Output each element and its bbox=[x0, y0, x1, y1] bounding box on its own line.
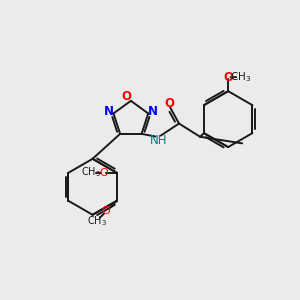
Text: NH: NH bbox=[150, 134, 167, 147]
Text: O: O bbox=[223, 71, 233, 84]
Text: N: N bbox=[104, 105, 114, 118]
Text: CH$_3$: CH$_3$ bbox=[81, 165, 101, 179]
Text: O: O bbox=[165, 97, 175, 110]
Text: O: O bbox=[122, 91, 132, 103]
Text: N: N bbox=[148, 105, 158, 118]
Text: CH$_3$: CH$_3$ bbox=[87, 214, 107, 228]
Text: CH$_3$: CH$_3$ bbox=[230, 70, 251, 84]
Text: O: O bbox=[99, 168, 108, 178]
Text: O: O bbox=[102, 206, 111, 216]
